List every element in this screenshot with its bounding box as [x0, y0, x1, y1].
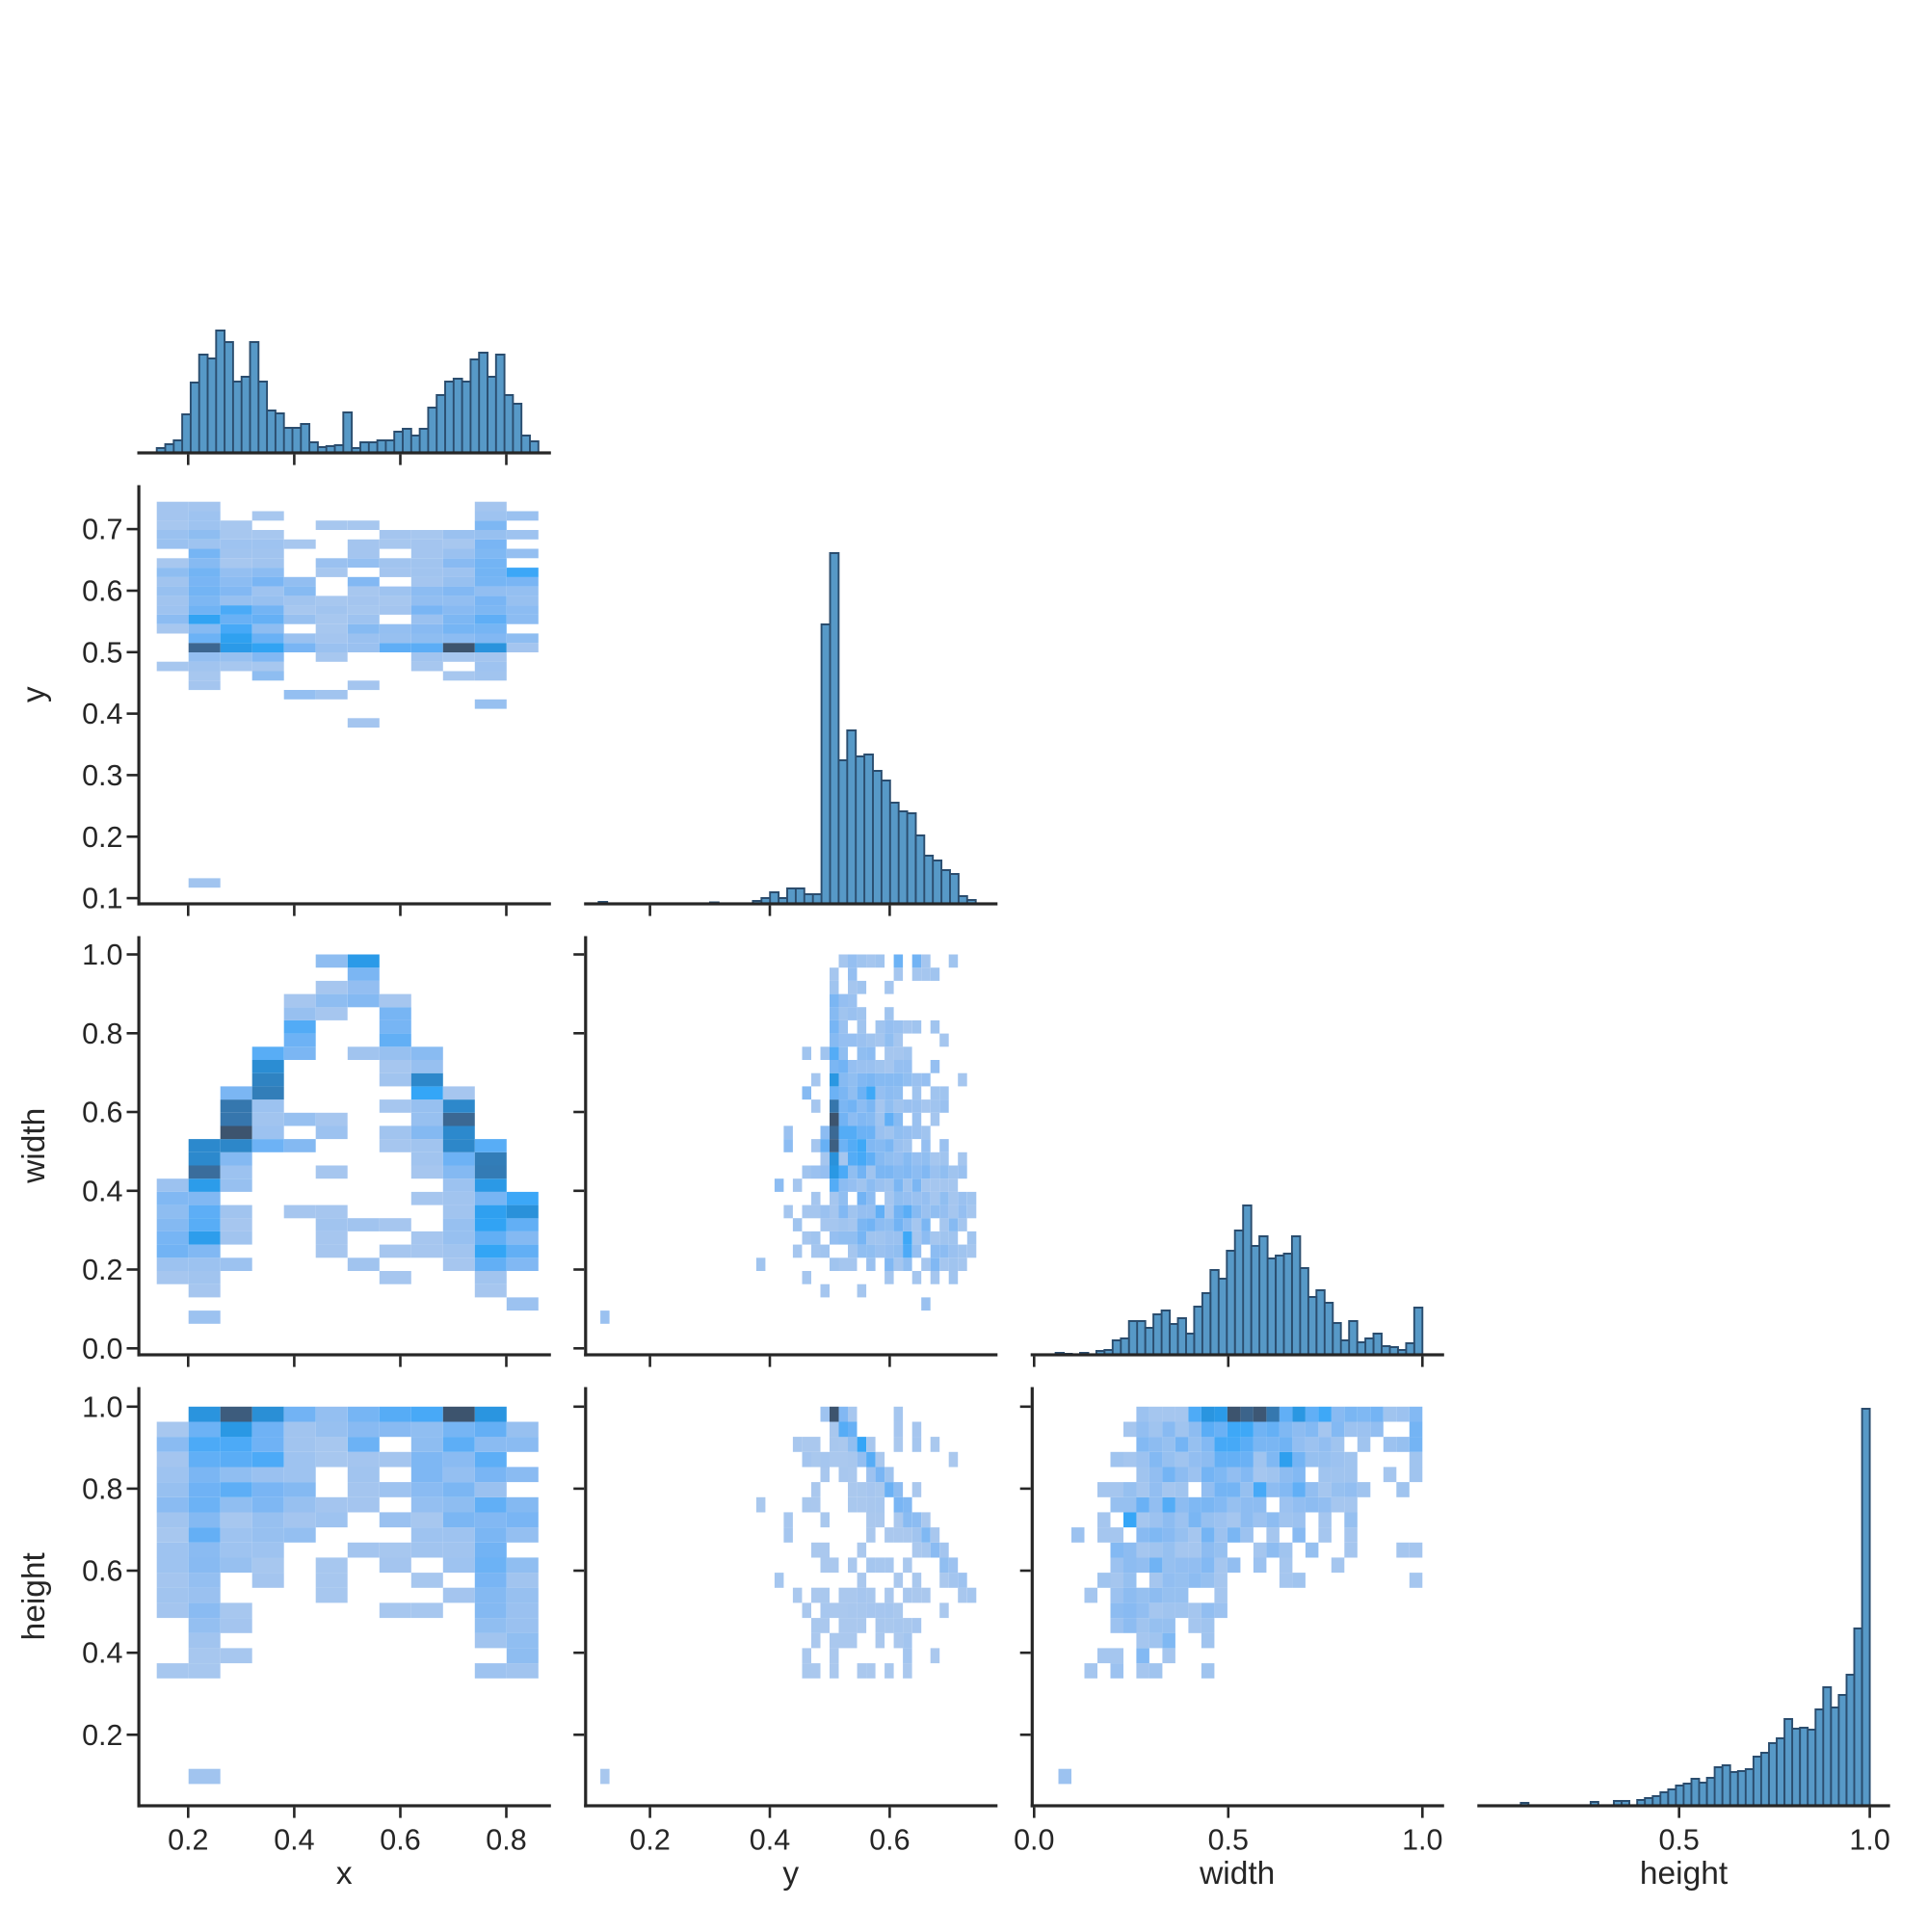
svg-text:height: height — [16, 1551, 52, 1640]
svg-text:0.4: 0.4 — [82, 698, 122, 730]
svg-text:1.0: 1.0 — [82, 939, 122, 971]
svg-text:0.8: 0.8 — [82, 1018, 122, 1050]
svg-text:0.6: 0.6 — [869, 1824, 910, 1857]
svg-text:width: width — [1199, 1856, 1275, 1892]
svg-text:0.4: 0.4 — [750, 1824, 790, 1857]
svg-text:0.0: 0.0 — [1014, 1824, 1054, 1857]
svg-text:0.1: 0.1 — [82, 883, 122, 915]
svg-text:0.2: 0.2 — [82, 1254, 122, 1286]
svg-text:0.6: 0.6 — [380, 1824, 420, 1857]
svg-text:0.5: 0.5 — [82, 636, 122, 669]
svg-text:1.0: 1.0 — [1402, 1824, 1442, 1857]
svg-text:height: height — [1640, 1856, 1729, 1892]
svg-text:0.4: 0.4 — [82, 1637, 122, 1670]
svg-text:1.0: 1.0 — [82, 1390, 122, 1423]
svg-text:0.8: 0.8 — [82, 1472, 122, 1505]
svg-text:0.2: 0.2 — [82, 1719, 122, 1752]
svg-text:0.6: 0.6 — [82, 575, 122, 608]
svg-text:x: x — [336, 1856, 353, 1892]
svg-text:y: y — [16, 686, 52, 702]
svg-text:1.0: 1.0 — [1849, 1824, 1889, 1857]
svg-text:width: width — [16, 1108, 52, 1184]
svg-text:y: y — [782, 1856, 799, 1892]
svg-text:0.5: 0.5 — [1658, 1824, 1699, 1857]
svg-text:0.7: 0.7 — [82, 514, 122, 546]
svg-text:0.0: 0.0 — [82, 1333, 122, 1365]
svg-text:0.2: 0.2 — [82, 821, 122, 854]
svg-text:0.2: 0.2 — [629, 1824, 670, 1857]
svg-text:0.6: 0.6 — [82, 1097, 122, 1129]
svg-text:0.3: 0.3 — [82, 759, 122, 792]
svg-text:0.4: 0.4 — [274, 1824, 314, 1857]
svg-text:0.8: 0.8 — [486, 1824, 526, 1857]
svg-text:0.4: 0.4 — [82, 1175, 122, 1207]
svg-text:0.2: 0.2 — [168, 1824, 208, 1857]
svg-text:0.6: 0.6 — [82, 1555, 122, 1588]
svg-text:0.5: 0.5 — [1208, 1824, 1249, 1857]
